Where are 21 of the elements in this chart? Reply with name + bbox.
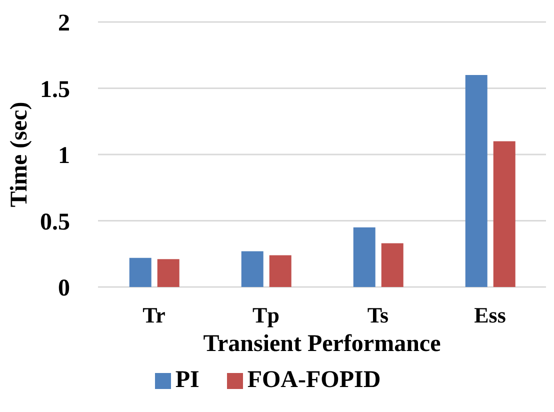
y-axis-title: Time (sec) [6,102,33,208]
bar [129,258,152,287]
x-tick-label: Tp [252,302,280,328]
bar [493,141,516,287]
y-tick-label: 0 [58,276,70,302]
bar [381,243,404,287]
x-axis-title: Transient Performance [203,331,442,357]
bar [157,259,180,287]
bar [269,255,292,287]
y-tick-label: 0.5 [40,209,70,236]
y-tick-label: 1.5 [40,76,70,103]
x-tick-label: Ess [474,302,506,328]
bar [353,227,376,287]
bar [241,251,264,287]
x-tick-label: Ts [367,302,390,328]
legend-label: PI [175,367,200,393]
legend-label: FOA-FOPID [247,367,381,393]
y-tick-label: 2 [58,10,70,37]
bar [465,75,488,287]
y-tick-label: 1 [58,143,70,170]
x-tick-label: Tr [142,302,166,328]
